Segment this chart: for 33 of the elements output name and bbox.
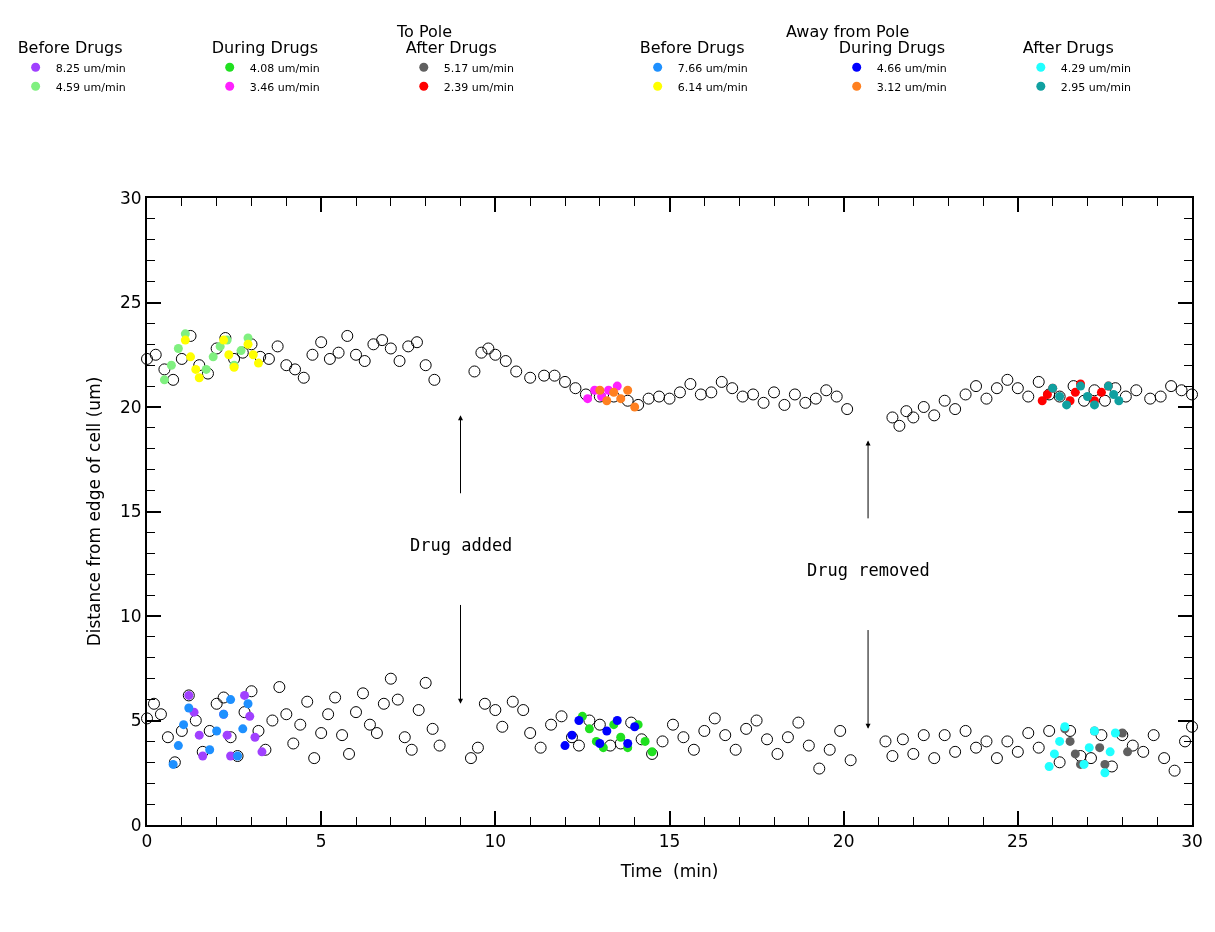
text: Before Drugs	[639, 37, 745, 57]
annotation: Drug added	[410, 535, 513, 555]
y-tick-label: 5	[130, 710, 142, 731]
text: Before Drugs	[17, 37, 123, 57]
legend-label: 5.17 um/min	[443, 61, 514, 75]
legend-label: 2.95 um/min	[1060, 80, 1131, 94]
x-tick-label: 5	[315, 831, 327, 852]
legend-label: 3.12 um/min	[876, 80, 947, 94]
legend-label: 4.29 um/min	[1060, 61, 1131, 75]
x-tick-label: 20	[832, 831, 855, 852]
legend-label: 8.25 um/min	[55, 61, 126, 75]
annotation: Drug removed	[807, 560, 930, 580]
legend-label: 4.59 um/min	[55, 80, 126, 94]
y-tick-label: 30	[119, 187, 142, 208]
x-tick-label: 10	[484, 831, 507, 852]
legend-label: 3.46 um/min	[249, 80, 320, 94]
x-tick-label: 30	[1181, 831, 1203, 852]
y-axis-title: Distance from edge of cell (um)	[84, 376, 105, 647]
legend-label: 7.66 um/min	[677, 61, 748, 75]
y-tick-label: 10	[119, 605, 142, 626]
x-tick-label: 15	[658, 831, 681, 852]
y-tick-label: 15	[119, 501, 142, 522]
text: After Drugs	[1022, 37, 1114, 57]
x-axis-title: Time (min)	[619, 861, 719, 882]
legend-label: 4.08 um/min	[249, 61, 320, 75]
x-tick-label: 25	[1007, 831, 1029, 852]
y-tick-label: 0	[130, 814, 142, 835]
legend-label: 6.14 um/min	[677, 80, 748, 94]
text: During Drugs	[211, 37, 319, 57]
y-tick-label: 20	[119, 396, 142, 417]
legend-label: 2.39 um/min	[443, 80, 514, 94]
y-tick-label: 25	[119, 292, 142, 313]
legend-label: 4.66 um/min	[876, 61, 947, 75]
